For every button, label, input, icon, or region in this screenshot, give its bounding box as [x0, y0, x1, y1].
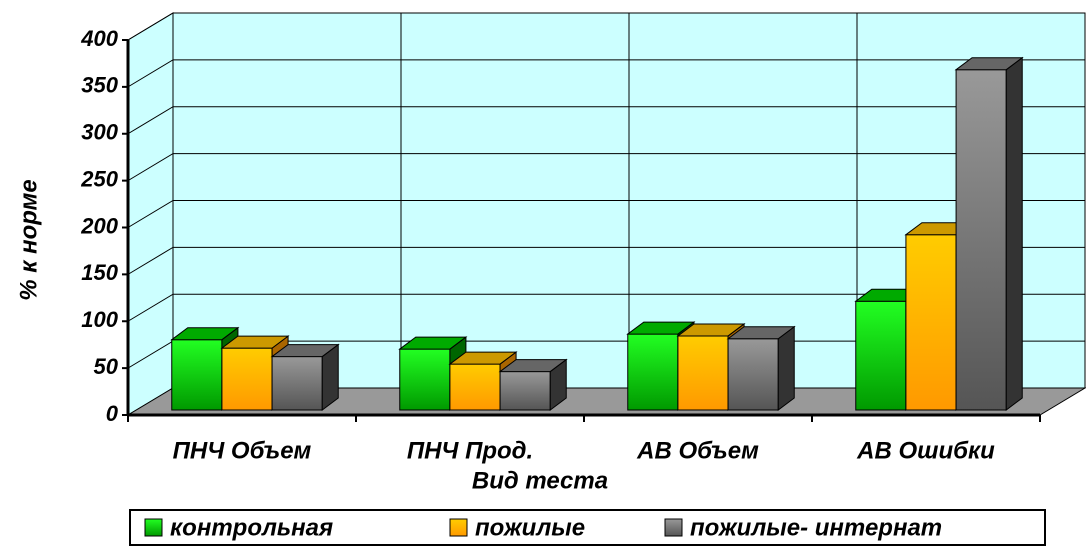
grid-line: [127, 106, 1085, 135]
y-tick-label: 100: [81, 307, 118, 332]
bar-top: [626, 321, 696, 335]
x-tick-label: АВ Ошибки: [856, 437, 995, 464]
bar-side: [1005, 56, 1023, 411]
bar-front: [221, 347, 273, 411]
grid-line: [127, 200, 1085, 228]
bar-front: [855, 300, 907, 411]
bar: [726, 325, 796, 411]
legend-label: контрольная: [170, 514, 333, 541]
bar-front: [449, 363, 501, 411]
y-tick-label: 350: [81, 73, 118, 98]
bar-front: [399, 348, 451, 411]
x-axis-label: Вид теста: [472, 467, 608, 494]
bar-top: [170, 327, 240, 341]
x-tick-label: ПНЧ Объем: [173, 437, 312, 464]
bar-front: [499, 371, 551, 411]
grid-line: [127, 293, 1085, 322]
x-tick-label: ПНЧ Прод.: [407, 437, 533, 464]
bar-front: [271, 356, 323, 411]
legend-swatch: [449, 518, 468, 537]
grid-line: [127, 153, 1085, 182]
bar-front: [627, 333, 679, 411]
bar-top: [220, 335, 290, 349]
bar-top: [398, 336, 468, 350]
x-tick-label: АВ Объем: [636, 437, 759, 464]
legend-label: пожилые: [475, 514, 585, 541]
bar: [954, 56, 1024, 411]
bar: [270, 343, 340, 411]
bar-top: [448, 351, 518, 365]
bar-front: [905, 234, 957, 411]
y-axis-label: % к норме: [15, 179, 42, 300]
bar-top: [270, 344, 340, 358]
legend-swatch: [664, 518, 683, 537]
grid-line: [127, 59, 1085, 88]
legend-label: пожилые- интернат: [690, 514, 942, 541]
bar-top: [726, 326, 796, 340]
y-tick-label: 0: [106, 401, 119, 426]
legend-swatch: [144, 518, 163, 537]
y-tick-label: 400: [80, 26, 118, 51]
legend: [129, 509, 1046, 546]
bar-front: [955, 69, 1007, 411]
y-tick-label: 250: [80, 166, 118, 191]
y-tick-label: 300: [81, 120, 118, 145]
bar-top: [954, 57, 1024, 71]
bar-front: [677, 335, 729, 411]
bar-side: [777, 325, 795, 411]
y-tick-label: 50: [94, 354, 119, 379]
grid-line: [127, 12, 1085, 41]
bar-top: [498, 359, 568, 373]
grid-line: [127, 246, 1085, 275]
bar: [498, 358, 568, 411]
y-tick-label: 150: [81, 260, 118, 285]
bar-front: [727, 338, 779, 411]
bar-top: [676, 323, 746, 337]
bar-front: [171, 339, 223, 411]
y-tick-label: 200: [80, 213, 118, 238]
